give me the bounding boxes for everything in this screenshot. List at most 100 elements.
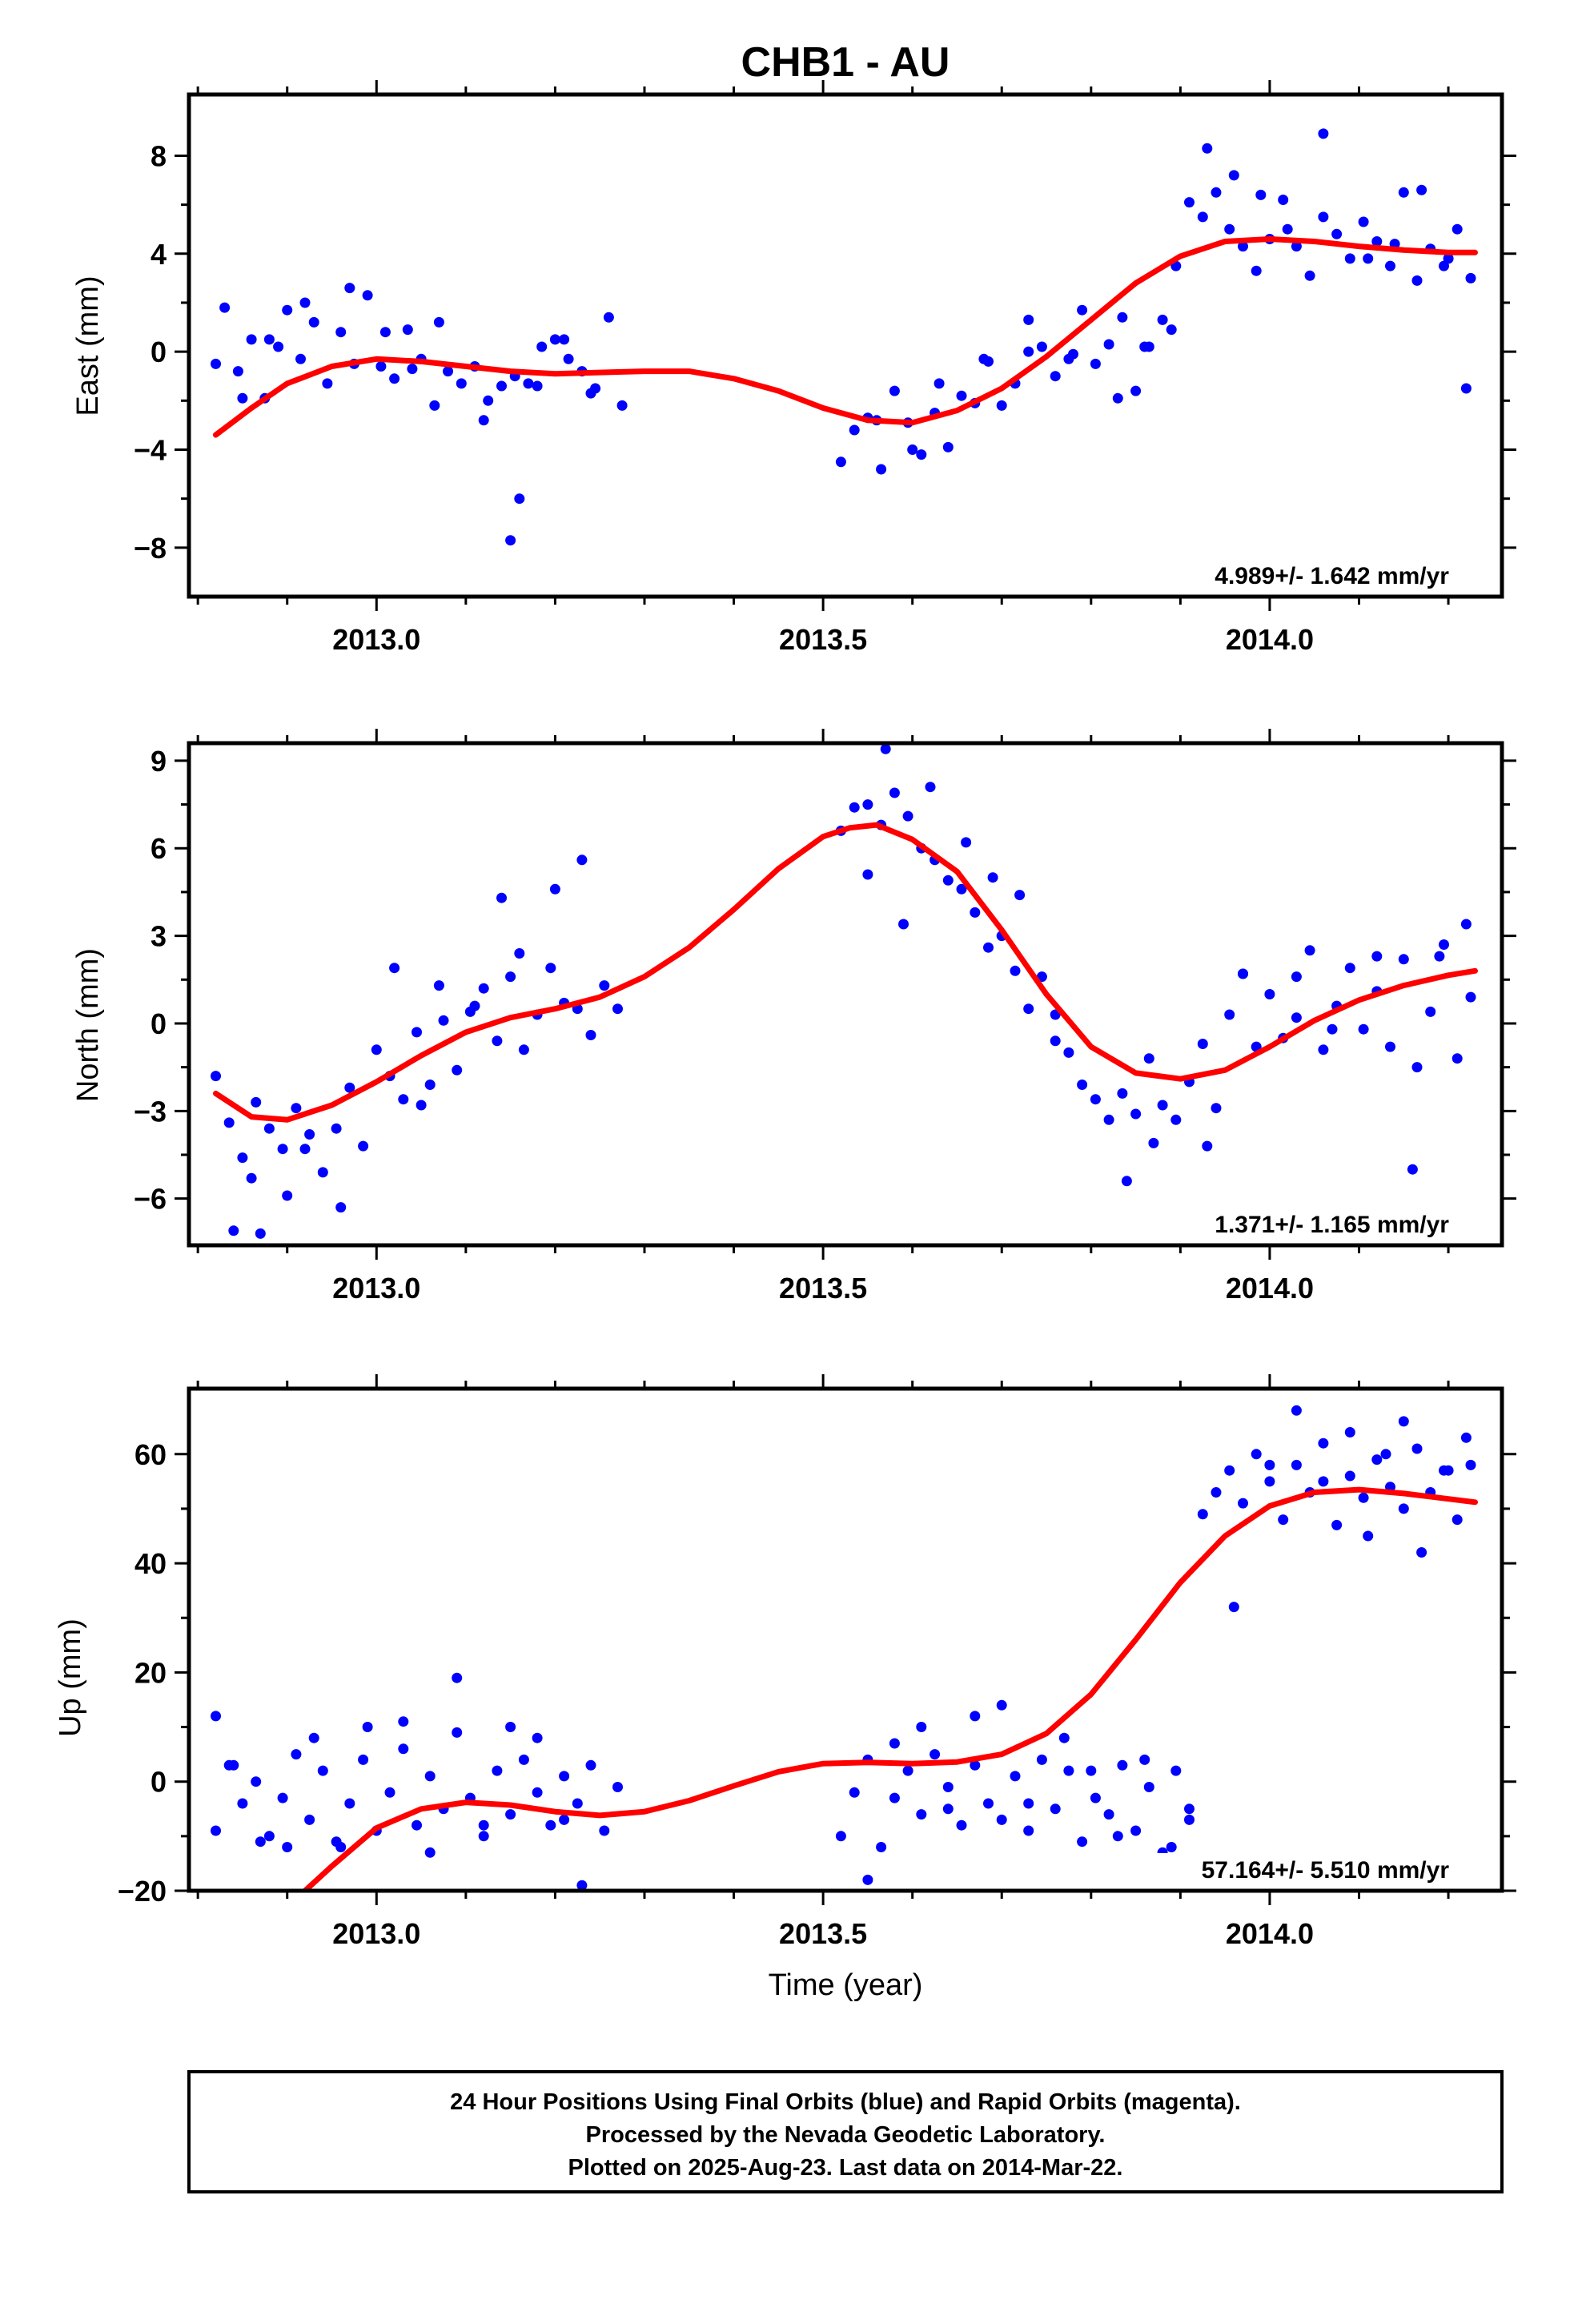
data-point	[1443, 1465, 1454, 1476]
data-point	[478, 415, 489, 426]
data-point	[335, 1202, 347, 1213]
data-point	[317, 1765, 328, 1776]
rate-label-background	[1169, 1208, 1464, 1240]
data-point	[1117, 1759, 1128, 1771]
data-point	[452, 1672, 463, 1683]
data-point	[1090, 358, 1101, 369]
data-point	[1371, 236, 1383, 247]
data-point	[835, 1831, 846, 1842]
data-point	[916, 1809, 927, 1820]
data-point	[1278, 195, 1289, 205]
data-point	[251, 1096, 262, 1108]
data-point	[299, 1144, 311, 1155]
data-point	[1143, 1782, 1154, 1792]
data-point	[211, 1711, 221, 1722]
data-point	[1010, 965, 1021, 976]
x-tick-label: 2013.0	[332, 1272, 420, 1305]
data-point	[443, 366, 453, 377]
data-point	[916, 1722, 927, 1732]
data-point	[983, 1798, 994, 1809]
data-point	[237, 392, 248, 404]
data-point	[1023, 1798, 1034, 1809]
data-point	[1103, 1114, 1114, 1125]
data-point	[1452, 223, 1463, 235]
y-tick-label: −20	[118, 1875, 167, 1908]
data-point	[599, 1825, 610, 1836]
data-point	[263, 334, 275, 345]
data-point	[344, 1082, 355, 1093]
data-point	[1358, 216, 1369, 227]
data-point	[1238, 968, 1248, 979]
data-point	[251, 1776, 262, 1787]
east-fit-line	[213, 236, 1478, 438]
page-title: CHB1 - AU	[741, 39, 950, 86]
data-point	[1023, 1003, 1034, 1015]
data-point	[1157, 314, 1168, 325]
data-point	[492, 1035, 503, 1047]
data-point	[505, 1722, 516, 1732]
data-point	[585, 1030, 596, 1040]
data-point	[1425, 1006, 1436, 1017]
y-tick-label: 20	[135, 1656, 167, 1689]
data-point	[237, 1798, 248, 1809]
data-point	[559, 1814, 570, 1825]
data-point	[1331, 1519, 1343, 1530]
data-point	[1117, 312, 1128, 323]
x-tick-label: 2014.0	[1226, 623, 1314, 656]
east-panel: 2013.0 2013.5 2014.0 −8 −4 0 4 8 East (mm) 4.989+…	[71, 80, 1516, 656]
data-point	[532, 1787, 543, 1798]
data-point	[433, 980, 444, 991]
data-point	[1407, 1164, 1418, 1175]
data-point	[308, 316, 319, 328]
data-point	[549, 883, 560, 895]
data-point	[1211, 1103, 1222, 1114]
data-point	[1130, 385, 1142, 396]
data-point	[902, 1765, 913, 1776]
data-point	[1452, 1053, 1463, 1064]
data-point	[1166, 324, 1177, 336]
data-point	[452, 1727, 463, 1738]
data-point	[1411, 1443, 1423, 1454]
data-point	[344, 283, 355, 294]
data-point	[545, 1819, 556, 1831]
data-point	[1344, 963, 1355, 974]
data-point	[889, 1792, 900, 1803]
data-point	[398, 1716, 409, 1727]
data-point	[1398, 1416, 1409, 1427]
data-point	[1371, 1454, 1383, 1466]
data-point	[1211, 1487, 1222, 1498]
north-frame	[187, 741, 1504, 1248]
data-point	[1318, 1044, 1329, 1055]
data-point	[518, 1044, 529, 1055]
data-point	[1291, 1012, 1302, 1023]
rate-label-background	[1153, 1853, 1464, 1885]
data-point	[956, 390, 967, 401]
data-point	[942, 1803, 954, 1815]
data-point	[889, 1738, 900, 1749]
data-point	[1157, 1100, 1168, 1111]
y-tick-label: −3	[134, 1095, 167, 1128]
data-point	[407, 364, 418, 375]
data-point	[1465, 1459, 1476, 1470]
data-point	[902, 810, 913, 822]
data-point	[1282, 223, 1293, 235]
data-point	[1434, 951, 1445, 962]
data-point	[438, 1015, 449, 1026]
data-point	[1103, 339, 1114, 350]
data-point	[862, 799, 873, 810]
data-point	[1255, 189, 1267, 200]
data-point	[907, 444, 918, 455]
north-rate-label: 1.371+/- 1.165 mm/yr	[1215, 1212, 1449, 1238]
data-point	[1416, 184, 1427, 195]
data-point	[331, 1123, 342, 1134]
data-point	[1036, 341, 1047, 352]
data-point	[1358, 1492, 1369, 1503]
data-point	[273, 341, 284, 352]
data-point	[1197, 211, 1208, 223]
data-point	[1058, 1732, 1070, 1743]
x-tick-label: 2013.5	[779, 1917, 867, 1950]
data-point	[1385, 260, 1395, 271]
data-point	[549, 334, 560, 345]
data-point	[1291, 241, 1302, 252]
data-point	[1130, 1108, 1142, 1120]
